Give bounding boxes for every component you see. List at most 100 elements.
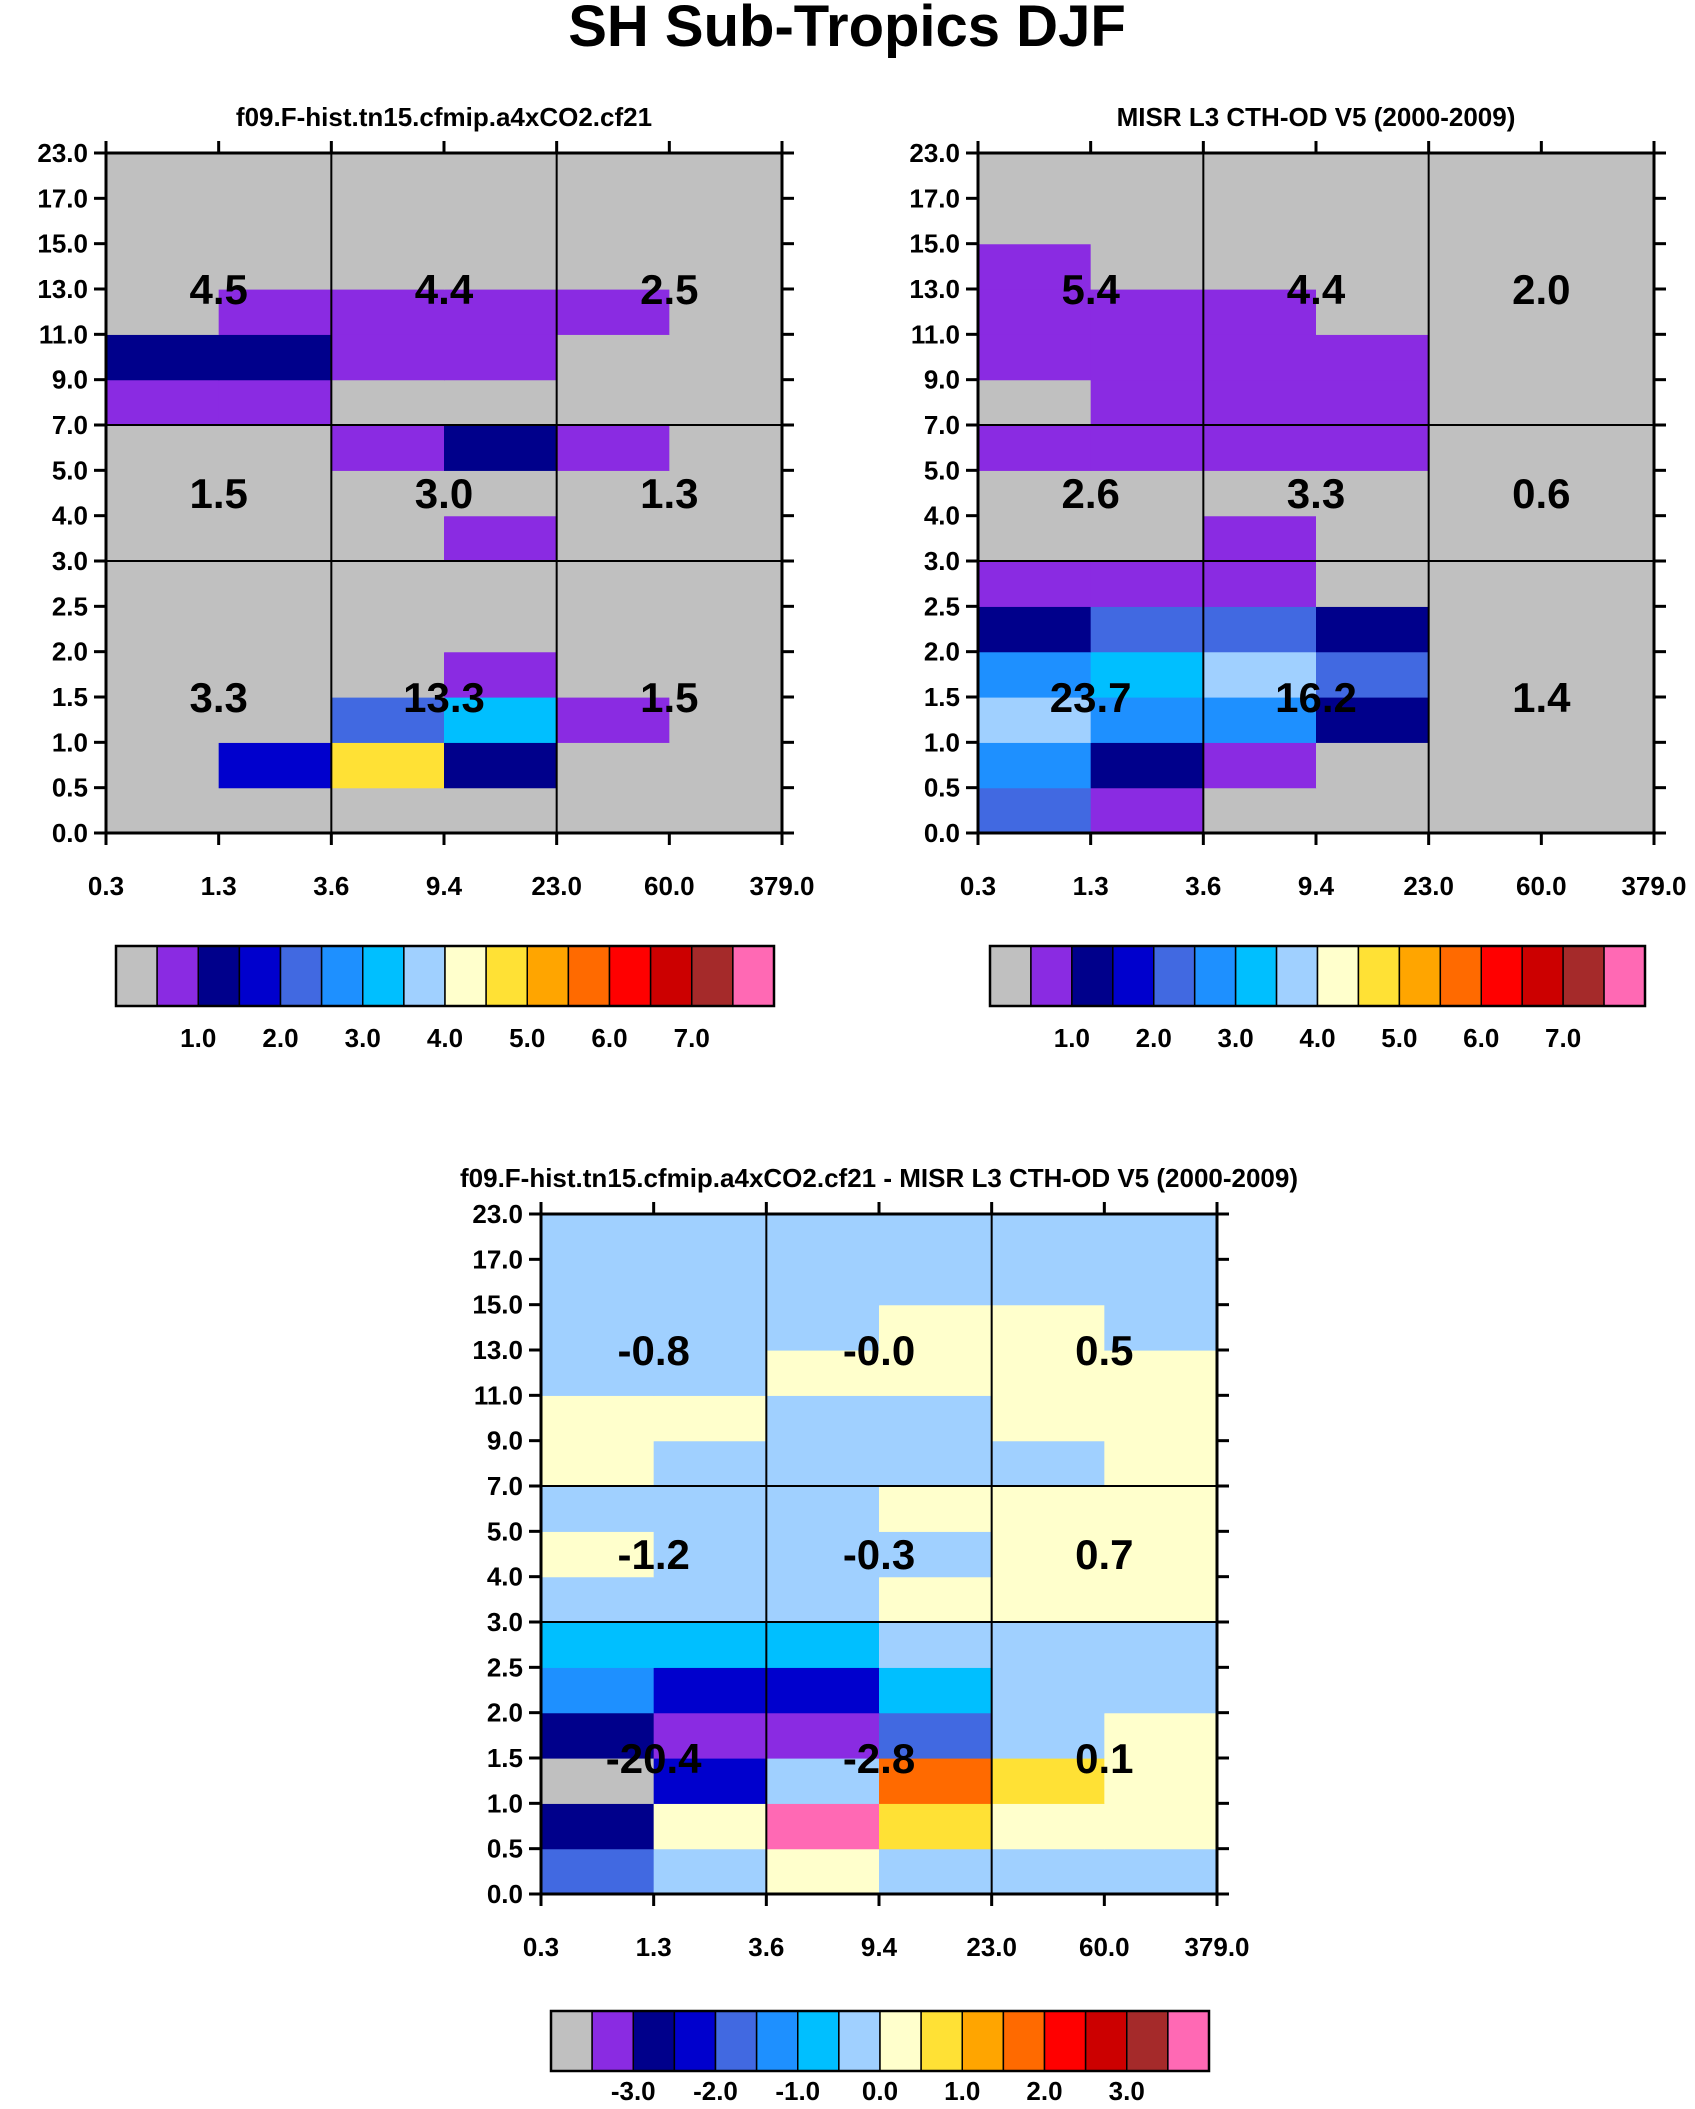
heatmap-cell: [669, 515, 783, 562]
heatmap-cell: [978, 697, 1092, 743]
heatmap-cell: [978, 334, 1092, 381]
y-tick-label: 23.0: [472, 1199, 523, 1229]
heatmap-cell: [653, 1848, 767, 1895]
heatmap-cell: [991, 1712, 1105, 1759]
colorbar-label: 1.0: [944, 2076, 980, 2106]
y-tick-label: 7.0: [924, 410, 960, 440]
heatmap-cell: [978, 379, 1092, 426]
heatmap-cell: [879, 1712, 993, 1759]
colorbar-label: 0.0: [862, 2076, 898, 2106]
heatmap-cell: [653, 1440, 767, 1487]
heatmap-cell: [1316, 243, 1430, 290]
y-tick-label: 1.5: [924, 682, 960, 712]
y-tick-label: 15.0: [909, 229, 960, 259]
heatmap-cell: [444, 470, 558, 517]
heatmap-cell: [1316, 425, 1430, 471]
heatmap-cell: [1541, 651, 1655, 698]
y-tick-label: 7.0: [52, 410, 88, 440]
group-total-label: 2.6: [1061, 470, 1119, 517]
heatmap-cell: [879, 1304, 993, 1351]
heatmap-cell: [653, 1622, 767, 1668]
y-tick-label: 13.0: [909, 274, 960, 304]
heatmap-cell: [218, 153, 332, 199]
group-total-label: 0.1: [1075, 1735, 1133, 1782]
heatmap-cell: [1090, 243, 1204, 290]
heatmap-cell: [331, 198, 445, 245]
colorbar-label: -2.0: [693, 2076, 738, 2106]
colorbar-label: 5.0: [509, 1023, 545, 1053]
heatmap-cell: [444, 334, 558, 381]
heatmap-cell: [1428, 787, 1542, 834]
colorbar-label: 2.0: [1026, 2076, 1062, 2106]
heatmap-cell: [331, 515, 445, 562]
colorbar-label: 3.0: [345, 1023, 381, 1053]
colorbar-label: 6.0: [1463, 1023, 1499, 1053]
heatmap-cell: [1090, 379, 1204, 426]
heatmap-cell: [331, 289, 445, 335]
heatmap-cell: [1090, 561, 1204, 607]
heatmap-cell: [1428, 470, 1542, 517]
heatmap-cell: [106, 153, 220, 199]
heatmap-cell: [1104, 1486, 1218, 1532]
heatmap-cell: [1428, 742, 1542, 789]
group-total-label: 1.5: [640, 674, 698, 721]
heatmap-cell: [1090, 425, 1204, 471]
heatmap-cell: [106, 425, 220, 471]
colorbar-swatch: [550, 2010, 593, 2072]
y-tick-label: 0.5: [487, 1834, 523, 1864]
heatmap-cell: [541, 1395, 655, 1442]
x-tick-label: 3.6: [313, 871, 349, 901]
colorbar-swatch: [1521, 945, 1564, 1007]
heatmap-cell: [1316, 787, 1430, 834]
heatmap-cell: [879, 1395, 993, 1442]
heatmap-cell: [991, 1395, 1105, 1442]
heatmap-cell: [106, 561, 220, 607]
y-tick-label: 15.0: [472, 1290, 523, 1320]
heatmap-cell: [991, 1622, 1105, 1668]
heatmap-cell: [106, 606, 220, 653]
y-tick-label: 4.0: [924, 501, 960, 531]
heatmap-cell: [978, 198, 1092, 245]
heatmap-cell: [541, 1667, 655, 1714]
heatmap-cell: [1090, 334, 1204, 381]
x-tick-label: 23.0: [1403, 871, 1454, 901]
heatmap-cell: [444, 606, 558, 653]
heatmap-cell: [653, 1667, 767, 1714]
heatmap-cell: [541, 1531, 655, 1578]
colorbar-swatch: [989, 945, 1032, 1007]
y-tick-label: 9.0: [487, 1426, 523, 1456]
heatmap-cell: [444, 651, 558, 698]
heatmap-cell: [879, 1531, 993, 1578]
y-tick-label: 0.0: [487, 1879, 523, 1909]
heatmap-cell: [541, 1440, 655, 1487]
colorbar-swatch: [591, 2010, 634, 2072]
group-total-label: 4.4: [415, 266, 474, 313]
y-tick-label: 23.0: [909, 138, 960, 168]
heatmap-cell: [1541, 561, 1655, 607]
colorbar-swatch: [485, 945, 528, 1007]
colorbar-label: 4.0: [1299, 1023, 1335, 1053]
heatmap-cell: [1541, 153, 1655, 199]
heatmap-cell: [444, 379, 558, 426]
heatmap-cell: [541, 1712, 655, 1759]
heatmap-cell: [1541, 425, 1655, 471]
heatmap-cell: [1203, 470, 1317, 517]
heatmap-cell: [669, 697, 783, 743]
heatmap-cell: [1090, 787, 1204, 834]
heatmap-cell: [1316, 651, 1430, 698]
heatmap-cell: [766, 1803, 880, 1850]
heatmap-cell: [978, 289, 1092, 335]
y-tick-label: 4.0: [52, 501, 88, 531]
y-tick-label: 5.0: [487, 1516, 523, 1546]
colorbar-swatch: [1112, 945, 1155, 1007]
panel-model: f09.F-hist.tn15.cfmip.a4xCO2.cf21 0.3 1.3 3…: [37, 102, 814, 1053]
heatmap-cell: [766, 1848, 880, 1895]
colorbar-frame: [988, 944, 1647, 1008]
heatmap-cell: [1203, 379, 1317, 426]
colorbar-label: -1.0: [775, 2076, 820, 2106]
heatmap-cell: [766, 1622, 880, 1668]
colorbar-swatch: [879, 2010, 922, 2072]
heatmap-cell: [1541, 742, 1655, 789]
heatmap-cell: [1541, 243, 1655, 290]
heatmap-cell: [991, 1531, 1105, 1578]
